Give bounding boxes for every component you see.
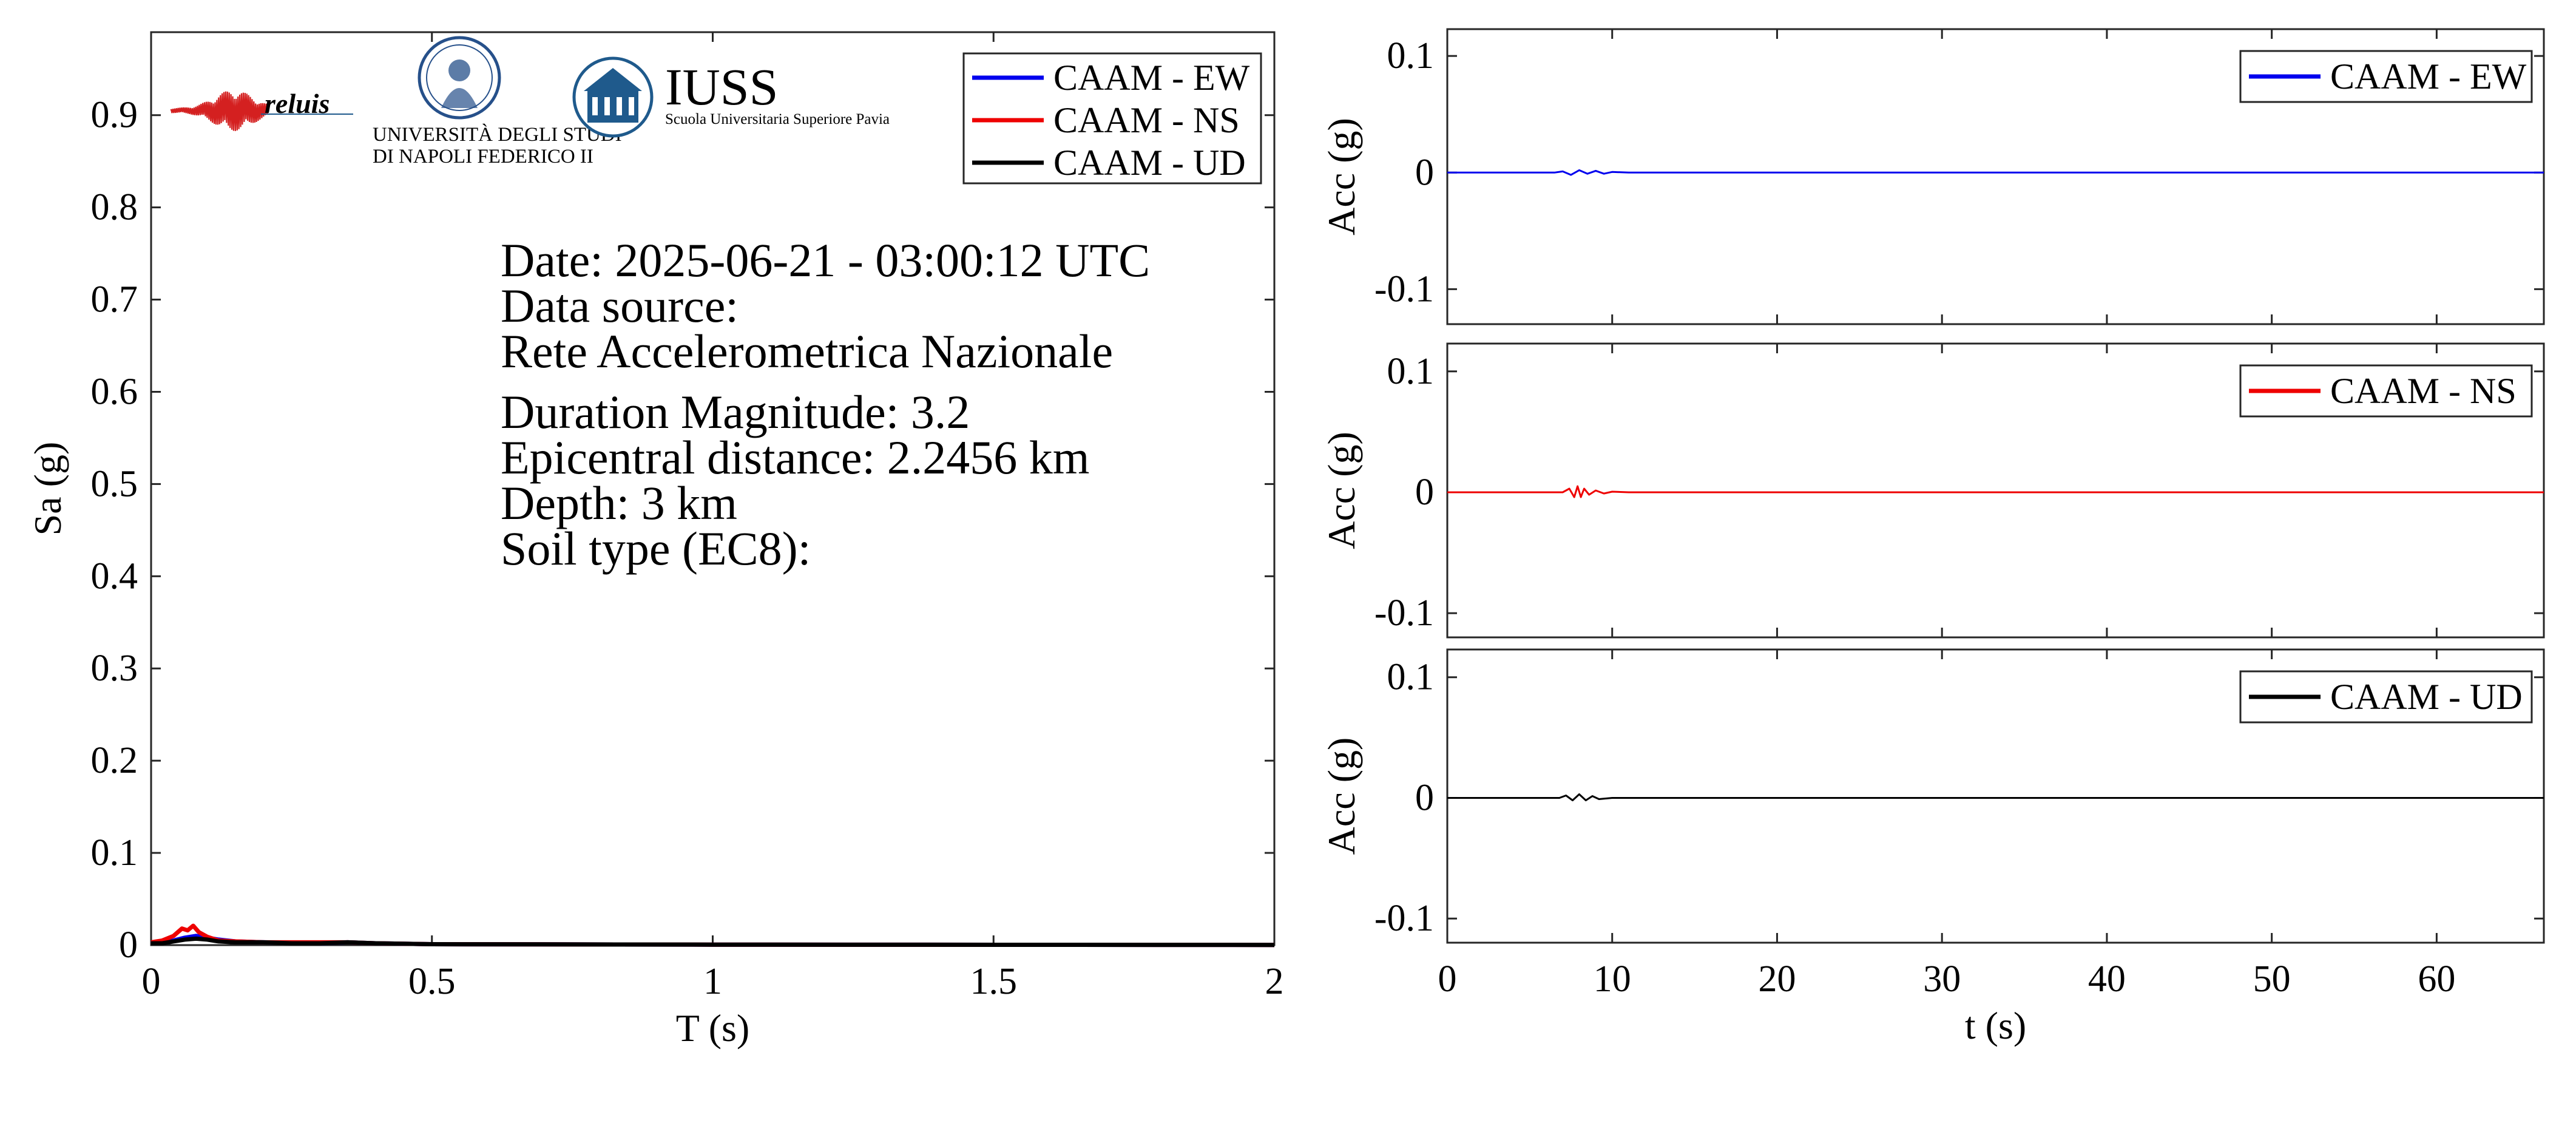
unina-name-line1: UNIVERSITÀ DEGLI STUDI bbox=[373, 123, 622, 146]
y-tick-label: 0.5 bbox=[91, 463, 138, 504]
x-tick-label: 2 bbox=[1265, 961, 1284, 1002]
y-tick-label: -0.1 bbox=[1374, 592, 1434, 634]
x-tick-label: 0 bbox=[142, 961, 161, 1002]
reluis-logo: reluis bbox=[170, 88, 353, 131]
y-tick-label: 0.1 bbox=[91, 832, 138, 873]
iuss-window bbox=[592, 97, 598, 115]
info-source-label: Data source: bbox=[501, 279, 739, 332]
axes-frame bbox=[1446, 28, 2545, 325]
legend-label: CAAM - UD bbox=[2330, 677, 2523, 717]
info-soil: Soil type (EC8): bbox=[501, 522, 811, 575]
y-tick-label: 0.3 bbox=[91, 648, 138, 689]
seal-inner-ring bbox=[426, 44, 493, 111]
reluis-wordmark: reluis bbox=[265, 88, 330, 119]
x-tick-label: 0 bbox=[1438, 958, 1457, 1000]
chart-panel-1: 0 0.1 0.2 0.3 0.4 0.5 0.6 0.7 0.8 0.9 0 0.5 1 1.5 2 T (… bbox=[26, 31, 1284, 1050]
y-axis-label: Acc (g) bbox=[1320, 118, 1363, 236]
seal-figure-head bbox=[448, 59, 470, 81]
x-tick-label: 50 bbox=[2253, 958, 2291, 1000]
y-tick-label: 0 bbox=[1415, 472, 1434, 513]
x-tick-label: 60 bbox=[2418, 958, 2455, 1000]
legend-label: CAAM - UD bbox=[1053, 143, 1246, 183]
y-tick-label: 0.1 bbox=[1387, 35, 1435, 76]
info-depth: Depth: 3 km bbox=[501, 477, 737, 529]
series-line-caam-ew bbox=[1447, 169, 2544, 176]
y-axis-label: Sa (g) bbox=[26, 442, 69, 536]
y-tick-label: 0.9 bbox=[91, 95, 138, 136]
y-axis-label: Acc (g) bbox=[1320, 432, 1363, 549]
info-date: Date: 2025-06-21 - 03:00:12 UTC bbox=[501, 234, 1150, 287]
iuss-roof bbox=[584, 68, 642, 91]
legend-box bbox=[2239, 670, 2533, 724]
x-tick-label: 30 bbox=[1923, 958, 1961, 1000]
x-tick-label: 0.5 bbox=[408, 961, 456, 1002]
info-magnitude: Duration Magnitude: 3.2 bbox=[501, 385, 970, 438]
x-tick-label: 10 bbox=[1594, 958, 1631, 1000]
seal-figure-body bbox=[441, 88, 478, 108]
iuss-window bbox=[617, 97, 622, 115]
y-tick-label: 0.6 bbox=[91, 371, 138, 412]
x-tick-label: 40 bbox=[2088, 958, 2126, 1000]
legend-label: CAAM - NS bbox=[2330, 371, 2517, 411]
y-tick-label: 0.2 bbox=[91, 740, 138, 781]
x-tick-label: 20 bbox=[1758, 958, 1796, 1000]
y-tick-label: 0.8 bbox=[91, 187, 138, 228]
y-tick-label: 0.1 bbox=[1387, 657, 1435, 698]
iuss-window bbox=[604, 97, 610, 115]
series-line-caam-ud bbox=[1447, 793, 2544, 801]
legend-label: CAAM - EW bbox=[1053, 58, 1250, 98]
chart-panel-4: -0.100.10 10 20 30 40 50 60t (s)Acc (g)CAAM - … bbox=[1320, 648, 2545, 1047]
y-axis-label: Acc (g) bbox=[1320, 738, 1363, 855]
x-tick-label: 1.5 bbox=[970, 961, 1018, 1002]
info-distance: Epicentral distance: 2.2456 km bbox=[501, 431, 1089, 484]
axes-frame bbox=[1446, 342, 2545, 639]
y-tick-label: 0 bbox=[1415, 777, 1434, 818]
chart-panel-3: -0.1 0 0.1 Acc (g) CAAM - NS bbox=[1320, 342, 2545, 639]
info-source: Rete Accelerometrica Nazionale bbox=[501, 325, 1113, 378]
series-line-caam-ns bbox=[1447, 485, 2544, 498]
iuss-window bbox=[629, 97, 634, 115]
x-tick-label: 1 bbox=[703, 961, 722, 1002]
y-tick-label: 0.1 bbox=[1387, 351, 1435, 392]
unina-name-line2: DI NAPOLI FEDERICO II bbox=[373, 146, 593, 168]
axes-frame bbox=[1446, 648, 2545, 944]
y-tick-label: -0.1 bbox=[1374, 898, 1434, 939]
legend-label: CAAM - EW bbox=[2330, 56, 2527, 97]
series-line-caam-ud bbox=[151, 936, 1275, 948]
y-tick-label: 0.7 bbox=[91, 279, 138, 321]
x-axis-label: T (s) bbox=[676, 1006, 749, 1050]
y-tick-label: 0 bbox=[119, 924, 138, 966]
iuss-subtitle: Scuola Universitaria Superiore Pavia bbox=[665, 111, 890, 127]
y-tick-label: 0.4 bbox=[91, 555, 138, 597]
y-tick-label: 0 bbox=[1415, 152, 1434, 193]
iuss-wordmark: IUSS bbox=[665, 58, 778, 116]
seismogram-icon bbox=[170, 91, 269, 131]
legend-label: CAAM - NS bbox=[1053, 100, 1240, 140]
y-tick-label: -0.1 bbox=[1374, 268, 1434, 310]
chart-panel-2: -0.1 0 0.1 Acc (g) CAAM - EW bbox=[1320, 28, 2545, 325]
x-axis-label: t (s) bbox=[1965, 1004, 2026, 1047]
